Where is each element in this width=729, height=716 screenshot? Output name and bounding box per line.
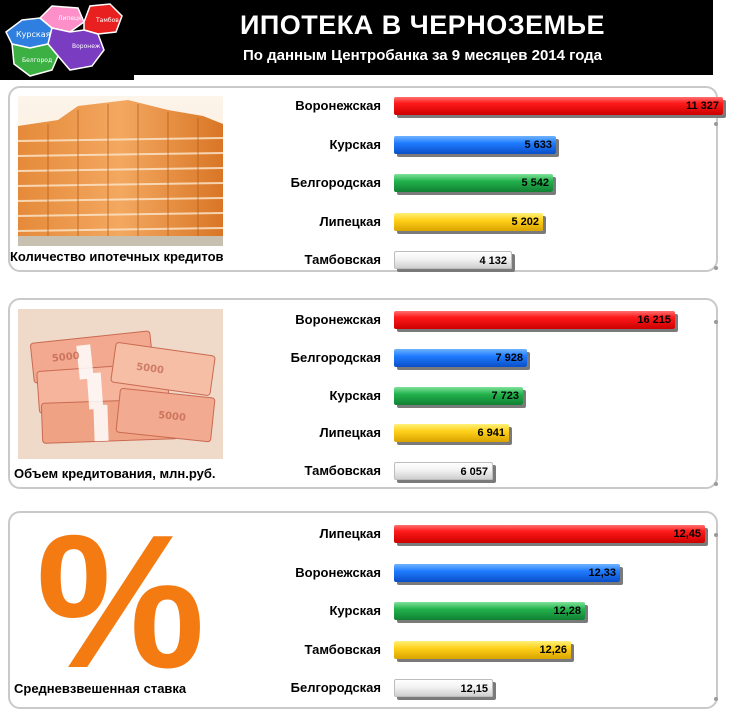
bar: 5 633 bbox=[394, 135, 556, 154]
bar-row: Липецкая 12,45 bbox=[0, 523, 729, 545]
bar-row: Тамбовская 12,26 bbox=[0, 639, 729, 661]
category-label: Липецкая bbox=[319, 425, 381, 441]
category-label: Воронежская bbox=[295, 564, 381, 580]
map-label-belgorod: Белгород bbox=[22, 57, 52, 64]
category-label: Белгородская bbox=[290, 175, 381, 190]
data-label: 4 132 bbox=[479, 255, 507, 267]
scroll-dot bbox=[714, 697, 718, 701]
category-label: Воронежская bbox=[295, 98, 381, 113]
bar: 11 327 bbox=[394, 97, 723, 115]
bar-row: Воронежская 12,33 bbox=[0, 562, 729, 584]
data-label: 12,26 bbox=[539, 643, 567, 656]
svg-text:5000: 5000 bbox=[51, 351, 80, 365]
page-title: ИПОТЕКА В ЧЕРНОЗЕМЬЕ bbox=[239, 10, 606, 40]
bar: 12,33 bbox=[394, 563, 620, 582]
page-header: ИПОТЕКА В ЧЕРНОЗЕМЬЕ По данным Центробан… bbox=[132, 0, 713, 75]
bar: 5 542 bbox=[394, 174, 553, 192]
region-map-logo: Курская Липецк Тамбов Воронеж Белгород bbox=[0, 0, 134, 80]
bar-row: Липецкая 6 941 bbox=[0, 422, 729, 444]
bar-row: Курская 12,28 bbox=[0, 600, 729, 622]
category-label: Белгородская bbox=[290, 349, 381, 365]
bar: 6 941 bbox=[394, 424, 509, 443]
category-label: Липецкая bbox=[319, 526, 381, 541]
scroll-dot bbox=[714, 266, 718, 270]
panel-interest-rate bbox=[8, 511, 718, 709]
data-label: 5 202 bbox=[511, 215, 539, 228]
category-label: Липецкая bbox=[319, 213, 381, 229]
bar-row: Белгородская 5 542 bbox=[0, 172, 729, 194]
bar: 12,28 bbox=[394, 602, 585, 620]
bar: 7 723 bbox=[394, 386, 523, 405]
data-label: 12,45 bbox=[673, 528, 701, 540]
bar-row: Тамбовская 6 057 bbox=[0, 460, 729, 482]
category-label: Белгородская bbox=[290, 680, 381, 695]
bar-row: Белгородская 7 928 bbox=[0, 347, 729, 369]
scroll-dot bbox=[714, 482, 718, 486]
percent-icon: % bbox=[36, 496, 205, 708]
bar: 6 057 bbox=[394, 462, 493, 481]
panel-caption-interest-rate: Средневзвешенная ставка bbox=[14, 681, 187, 696]
data-label: 5 633 bbox=[524, 138, 552, 151]
map-label-kursk: Курская bbox=[16, 30, 51, 39]
data-label: 7 723 bbox=[491, 389, 519, 402]
map-label-tambov: Тамбов bbox=[95, 17, 119, 24]
bar-row: Воронежская 16 215 bbox=[0, 309, 729, 331]
bar-row: Курская 7 723 bbox=[0, 385, 729, 407]
map-label-voronezh: Воронеж bbox=[72, 43, 101, 50]
scroll-dot bbox=[714, 122, 718, 126]
data-label: 5 542 bbox=[521, 177, 549, 189]
data-label: 6 941 bbox=[477, 427, 505, 440]
scroll-dot bbox=[714, 320, 718, 324]
category-label: Тамбовская bbox=[304, 641, 381, 657]
panel-caption-loan-volume: Объем кредитования, млн.руб. bbox=[14, 466, 216, 481]
bar: 12,26 bbox=[394, 640, 571, 659]
bar: 16 215 bbox=[394, 311, 675, 329]
panel-caption-loan-count: Количество ипотечных кредитов bbox=[10, 249, 224, 264]
category-label: Тамбовская bbox=[304, 463, 381, 479]
category-label: Курская bbox=[329, 387, 382, 403]
bar: 12,45 bbox=[394, 525, 705, 543]
data-label: 11 327 bbox=[685, 100, 719, 112]
scroll-dot bbox=[714, 533, 718, 537]
data-label: 6 057 bbox=[460, 466, 488, 479]
category-label: Курская bbox=[329, 603, 382, 618]
region-map-icon: Курская Липецк Тамбов Воронеж Белгород bbox=[0, 0, 134, 80]
data-label: 7 928 bbox=[495, 351, 523, 364]
data-label: 12,33 bbox=[588, 566, 616, 579]
bar-row: Тамбовская 4 132 bbox=[0, 249, 729, 271]
ruble-banknotes-photo: 5000 5000 5000 bbox=[18, 309, 223, 459]
data-label: 12,28 bbox=[553, 605, 581, 617]
bar-row: Курская 5 633 bbox=[0, 134, 729, 156]
map-label-lipetsk: Липецк bbox=[58, 15, 82, 22]
bar: 12,15 bbox=[394, 679, 493, 697]
bar: 5 202 bbox=[394, 212, 543, 231]
data-label: 16 215 bbox=[637, 314, 671, 326]
data-label: 12,15 bbox=[460, 683, 488, 695]
category-label: Воронежская bbox=[295, 312, 381, 327]
bar-row: Воронежская 11 327 bbox=[0, 95, 729, 117]
category-label: Тамбовская bbox=[304, 252, 381, 267]
bar: 7 928 bbox=[394, 348, 527, 367]
svg-text:5000: 5000 bbox=[158, 410, 187, 424]
bar-row: Белгородская 12,15 bbox=[0, 677, 729, 699]
bar-row: Липецкая 5 202 bbox=[0, 211, 729, 233]
category-label: Курская bbox=[329, 136, 382, 152]
page-subtitle: По данным Центробанка за 9 месяцев 2014 … bbox=[242, 47, 603, 64]
bar: 4 132 bbox=[394, 251, 512, 269]
svg-text:5000: 5000 bbox=[135, 362, 164, 377]
apartment-building-photo bbox=[17, 96, 224, 246]
